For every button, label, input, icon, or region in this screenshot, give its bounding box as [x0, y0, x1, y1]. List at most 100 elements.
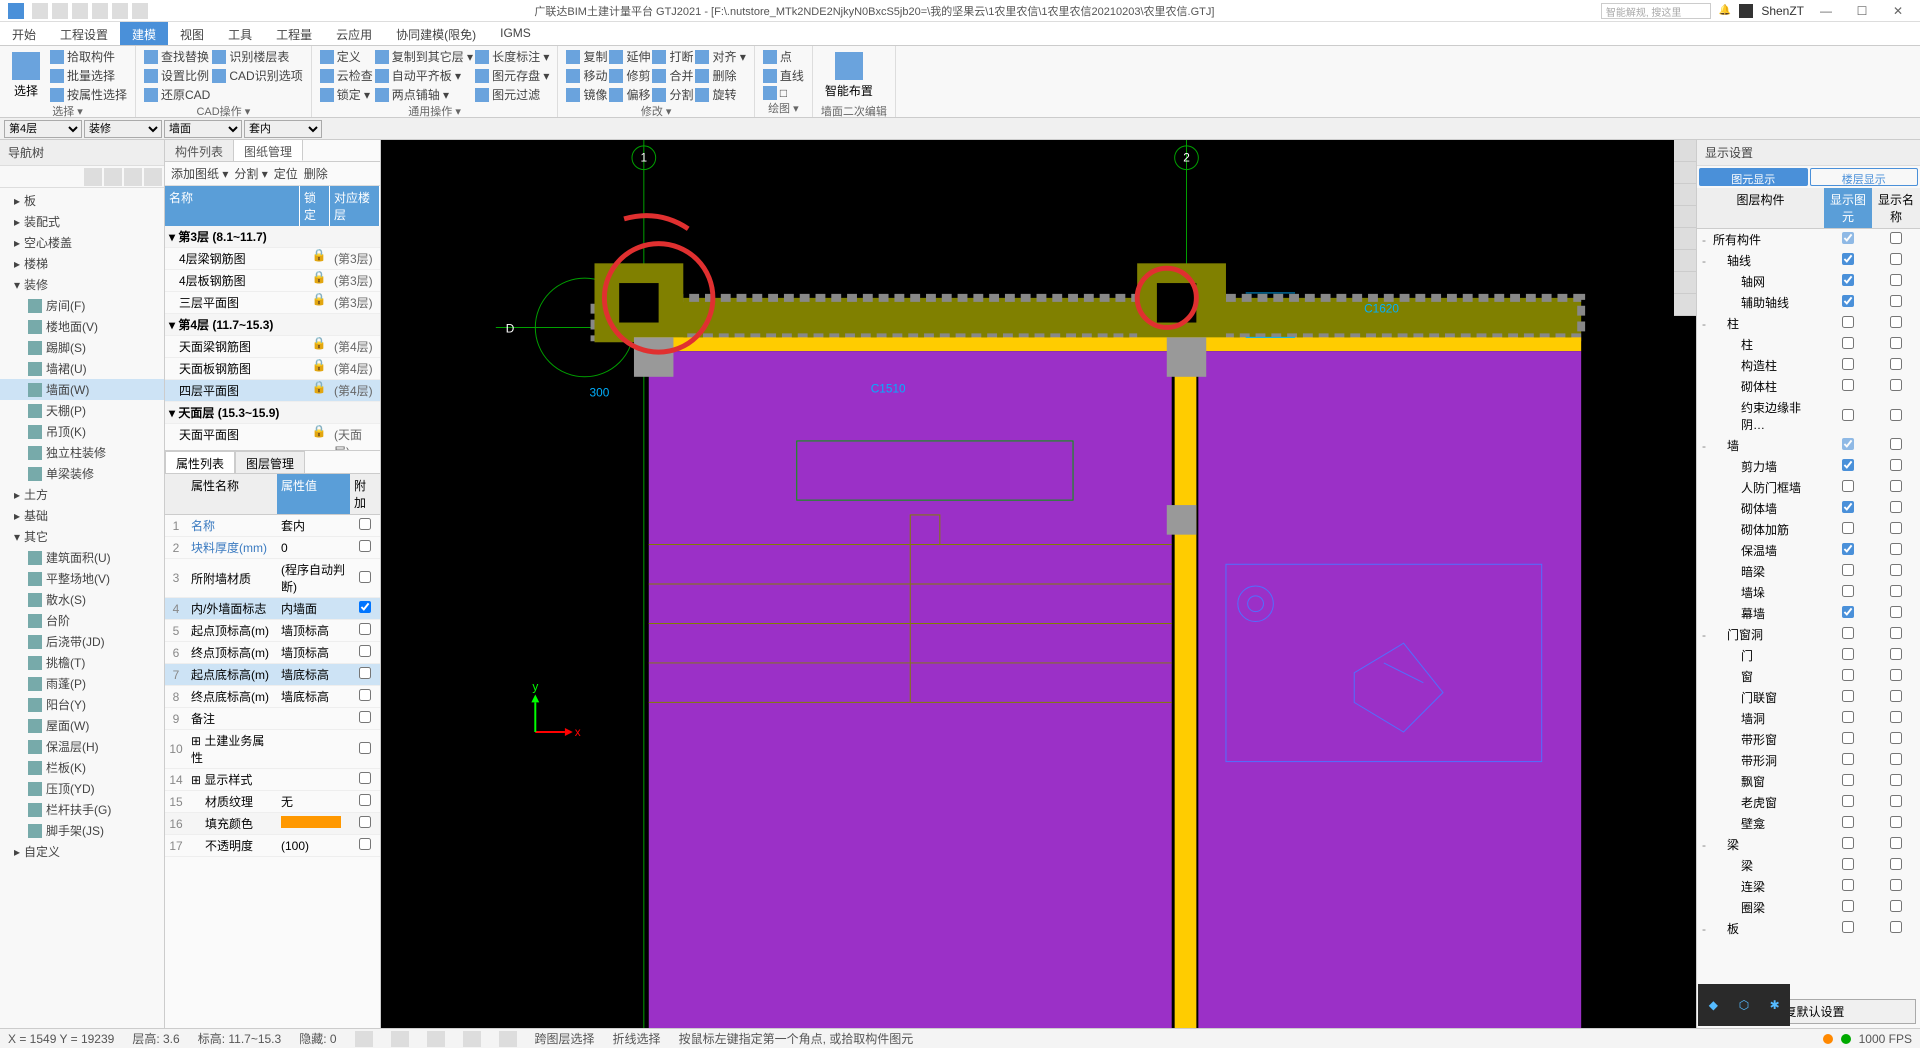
- ribbon-item[interactable]: 分割: [652, 86, 693, 103]
- display-checkbox[interactable]: [1842, 900, 1854, 912]
- display-checkbox[interactable]: [1890, 337, 1902, 349]
- display-checkbox[interactable]: [1842, 921, 1854, 933]
- prop-extra-checkbox[interactable]: [359, 689, 371, 701]
- ribbon-item[interactable]: 复制到其它层 ▾: [375, 48, 473, 65]
- prop-list[interactable]: 1名称套内2块料厚度(mm)03所附墙材质(程序自动判断)4内/外墙面标志内墙面…: [165, 515, 380, 1028]
- display-checkbox[interactable]: [1842, 358, 1854, 370]
- qat-icon[interactable]: [72, 3, 88, 19]
- qat-icon[interactable]: [92, 3, 108, 19]
- ribbon-item[interactable]: 合并: [652, 67, 693, 84]
- display-checkbox[interactable]: [1842, 522, 1854, 534]
- display-row[interactable]: 飘窗: [1697, 771, 1920, 792]
- category-select[interactable]: 装修: [84, 120, 162, 138]
- display-row[interactable]: 墙洞: [1697, 708, 1920, 729]
- status-mode2[interactable]: 折线选择: [613, 1030, 661, 1047]
- drawing-group[interactable]: ▾ 天面层 (15.3~15.9): [165, 402, 380, 424]
- display-checkbox[interactable]: [1842, 480, 1854, 492]
- user-name[interactable]: ShenZT: [1761, 4, 1804, 18]
- nav-tool-icon[interactable]: [124, 168, 142, 186]
- display-row[interactable]: 砌体墙: [1697, 498, 1920, 519]
- display-checkbox[interactable]: [1842, 409, 1854, 421]
- ribbon-item[interactable]: 长度标注 ▾: [475, 48, 549, 65]
- nav-node[interactable]: 单梁装修: [0, 463, 164, 484]
- prop-row[interactable]: 4内/外墙面标志内墙面: [165, 598, 380, 620]
- prop-extra-checkbox[interactable]: [359, 772, 371, 784]
- view-tool-icon[interactable]: [1674, 272, 1696, 294]
- close-button[interactable]: ✕: [1884, 4, 1912, 18]
- display-checkbox[interactable]: [1890, 564, 1902, 576]
- display-checkbox[interactable]: [1890, 522, 1902, 534]
- display-checkbox[interactable]: [1890, 858, 1902, 870]
- display-checkbox[interactable]: [1842, 711, 1854, 723]
- nav-node[interactable]: 房间(F): [0, 295, 164, 316]
- status-icon[interactable]: [355, 1031, 373, 1047]
- ribbon-item[interactable]: 点: [763, 48, 804, 65]
- display-row[interactable]: 轴网: [1697, 271, 1920, 292]
- drawing-row[interactable]: 4层板钢筋图🔒(第3层): [165, 270, 380, 292]
- display-checkbox[interactable]: [1890, 409, 1902, 421]
- display-checkbox[interactable]: [1890, 837, 1902, 849]
- minimize-button[interactable]: —: [1812, 4, 1840, 18]
- display-checkbox[interactable]: [1842, 606, 1854, 618]
- display-checkbox[interactable]: [1890, 358, 1902, 370]
- ribbon-item[interactable]: 图元存盘 ▾: [475, 67, 549, 84]
- menu-tab[interactable]: 开始: [0, 22, 48, 45]
- ribbon-item[interactable]: 图元过滤: [475, 86, 549, 103]
- prop-extra-checkbox[interactable]: [359, 816, 371, 828]
- tab-drawing-mgmt[interactable]: 图纸管理: [234, 140, 303, 161]
- display-row[interactable]: -门窗洞: [1697, 624, 1920, 645]
- prop-row[interactable]: 2块料厚度(mm)0: [165, 537, 380, 559]
- drawing-row[interactable]: 4层梁钢筋图🔒(第3层): [165, 248, 380, 270]
- prop-extra-checkbox[interactable]: [359, 601, 371, 613]
- display-checkbox[interactable]: [1890, 879, 1902, 891]
- ribbon-item[interactable]: 镜像: [566, 86, 607, 103]
- prop-row[interactable]: 6终点顶标高(m)墙顶标高: [165, 642, 380, 664]
- qat-icon[interactable]: [132, 3, 148, 19]
- nav-node[interactable]: 栏杆扶手(G): [0, 799, 164, 820]
- nav-node[interactable]: 散水(S): [0, 589, 164, 610]
- drawing-row[interactable]: 四层平面图🔒(第4层): [165, 380, 380, 402]
- display-checkbox[interactable]: [1890, 711, 1902, 723]
- display-row[interactable]: -板: [1697, 918, 1920, 939]
- drawing-row[interactable]: 天面板钢筋图🔒(第4层): [165, 358, 380, 380]
- display-row[interactable]: 带形窗: [1697, 729, 1920, 750]
- display-checkbox[interactable]: [1842, 295, 1854, 307]
- menu-tab[interactable]: 工程量: [264, 22, 324, 45]
- drawing-list[interactable]: ▾ 第3层 (8.1~11.7)4层梁钢筋图🔒(第3层)4层板钢筋图🔒(第3层)…: [165, 226, 380, 451]
- prop-extra-checkbox[interactable]: [359, 571, 371, 583]
- display-row[interactable]: -墙: [1697, 435, 1920, 456]
- display-checkbox[interactable]: [1890, 606, 1902, 618]
- nav-node[interactable]: 墙裙(U): [0, 358, 164, 379]
- menu-tab[interactable]: IGMS: [488, 22, 543, 45]
- status-icon[interactable]: [499, 1031, 517, 1047]
- drawing-group[interactable]: ▾ 第3层 (8.1~11.7): [165, 226, 380, 248]
- nav-node[interactable]: 脚手架(JS): [0, 820, 164, 841]
- menu-tab[interactable]: 协同建模(限免): [384, 22, 488, 45]
- display-checkbox[interactable]: [1890, 274, 1902, 286]
- ribbon-item[interactable]: 两点铺轴 ▾: [375, 86, 473, 103]
- prop-row[interactable]: 10⊞ 土建业务属性: [165, 730, 380, 769]
- nav-node[interactable]: 吊顶(K): [0, 421, 164, 442]
- display-list[interactable]: -所有构件-轴线轴网辅助轴线-柱柱构造柱砌体柱约束边缘非阴…-墙剪力墙人防门框墙…: [1697, 229, 1920, 995]
- display-checkbox[interactable]: [1842, 753, 1854, 765]
- display-row[interactable]: 圈梁: [1697, 897, 1920, 918]
- menu-tab[interactable]: 建模: [120, 22, 168, 45]
- status-mode1[interactable]: 跨图层选择: [535, 1030, 595, 1047]
- display-checkbox[interactable]: [1890, 774, 1902, 786]
- display-checkbox[interactable]: [1842, 274, 1854, 286]
- prop-row[interactable]: 7起点底标高(m)墙底标高: [165, 664, 380, 686]
- display-checkbox[interactable]: [1890, 585, 1902, 597]
- nav-node[interactable]: ▾ 其它: [0, 526, 164, 547]
- drawing-tool[interactable]: 定位: [274, 165, 298, 182]
- display-checkbox[interactable]: [1890, 690, 1902, 702]
- drawing-tool[interactable]: 删除: [304, 165, 328, 182]
- display-row[interactable]: 门: [1697, 645, 1920, 666]
- display-checkbox[interactable]: [1842, 627, 1854, 639]
- view-tool-icon[interactable]: [1674, 294, 1696, 316]
- display-row[interactable]: 砌体加筋: [1697, 519, 1920, 540]
- quick-access-toolbar[interactable]: [32, 3, 148, 19]
- display-checkbox[interactable]: [1842, 564, 1854, 576]
- nav-node[interactable]: 后浇带(JD): [0, 631, 164, 652]
- display-checkbox[interactable]: [1890, 379, 1902, 391]
- display-checkbox[interactable]: [1890, 480, 1902, 492]
